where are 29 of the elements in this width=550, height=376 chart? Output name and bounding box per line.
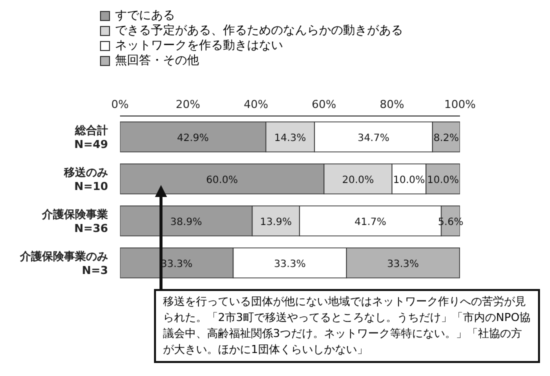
data-label: 13.9%	[260, 216, 292, 228]
data-label: 34.7%	[358, 132, 390, 144]
data-label: 38.9%	[170, 216, 202, 228]
x-tick-label: 40%	[244, 98, 268, 111]
data-label: 33.3%	[274, 258, 306, 270]
data-label: 33.3%	[387, 258, 419, 270]
legend-label: ネットワークを作る動きはない	[115, 38, 283, 53]
x-tick-label: 60%	[312, 98, 336, 111]
x-tick-label: 80%	[380, 98, 404, 111]
x-tick-label: 0%	[111, 98, 129, 111]
data-label: 33.3%	[160, 258, 192, 270]
legend-label: すでにある	[115, 8, 175, 23]
y-tick-label: 介護保険事業のみ N=3	[19, 250, 108, 277]
data-label: 41.7%	[354, 216, 386, 228]
annotation: 移送を行っている団体が他にない地域ではネットワーク作りへの苦労が見られた。「2市3町で移送やってるところなし。うちだけ」「市内のNPO協議会中、高齢福祉関係3つだけ。ネットワーク等特にない。」「社協の方が大きい。ほかに1団体くらいしかない」	[163, 294, 531, 358]
y-tick-label: 移送のみ N=10	[63, 166, 108, 193]
y-tick-label: 総合計 N=49	[74, 124, 108, 151]
data-label: 8.2%	[434, 132, 459, 144]
data-label: 10.0%	[427, 174, 459, 186]
legend-label: できる予定がある、作るためのなんらかの動きがある	[115, 23, 403, 38]
data-label: 10.0%	[393, 174, 425, 186]
legend-label: 無回答・その他	[115, 53, 199, 68]
x-tick-label: 100%	[444, 98, 476, 111]
data-label: 14.3%	[274, 132, 306, 144]
data-label: 42.9%	[177, 132, 209, 144]
data-label: 20.0%	[342, 174, 374, 186]
y-tick-label: 介護保険事業 N=36	[41, 208, 108, 235]
x-tick-label: 20%	[176, 98, 200, 111]
data-label: 60.0%	[206, 174, 238, 186]
